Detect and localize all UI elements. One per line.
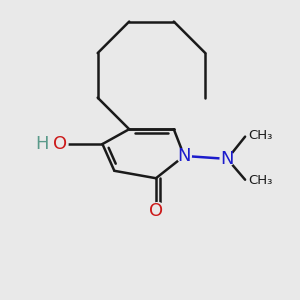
Ellipse shape: [35, 138, 47, 150]
Text: CH₃: CH₃: [248, 129, 272, 142]
Text: O: O: [149, 202, 163, 220]
Ellipse shape: [149, 202, 166, 219]
Text: O: O: [53, 135, 67, 153]
Ellipse shape: [220, 152, 234, 166]
Ellipse shape: [52, 136, 68, 152]
Text: N: N: [177, 147, 191, 165]
Text: H: H: [36, 135, 49, 153]
Ellipse shape: [177, 149, 191, 163]
Text: CH₃: CH₃: [248, 174, 272, 187]
Text: N: N: [220, 150, 234, 168]
